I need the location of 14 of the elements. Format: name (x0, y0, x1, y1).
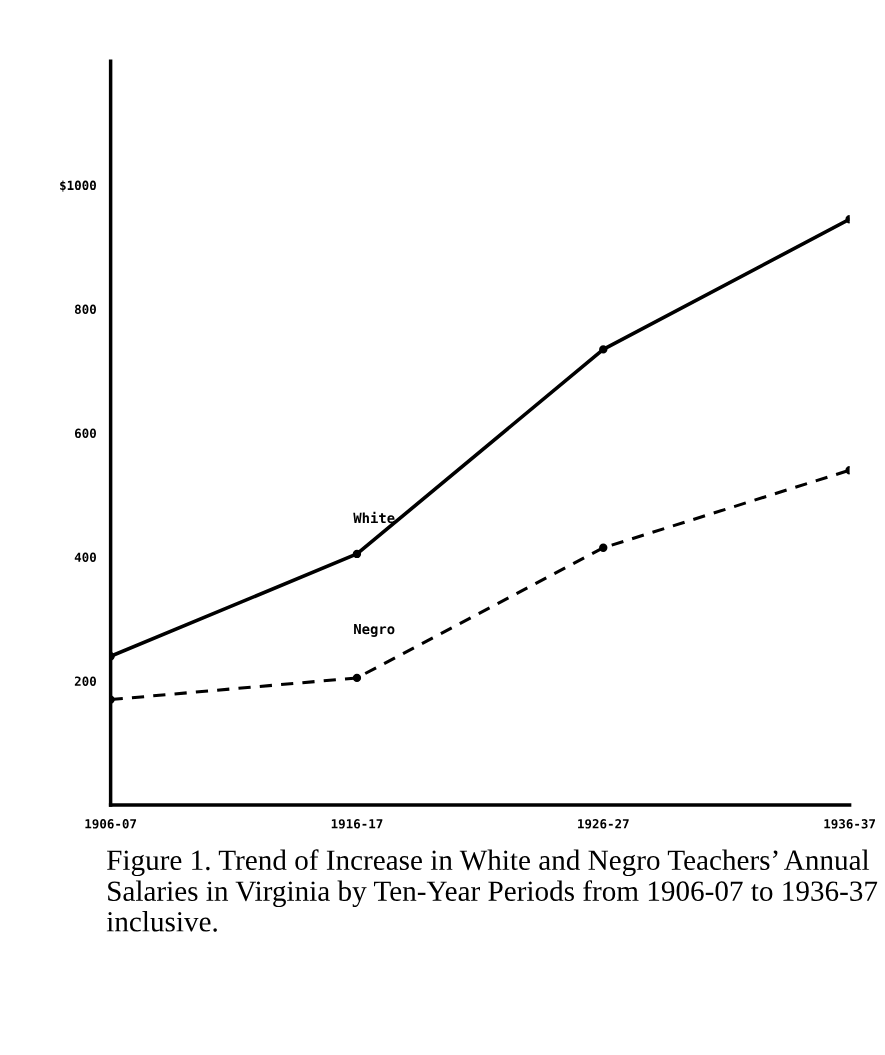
x-tick-label: 1916-17 (331, 819, 383, 829)
y-tick-label: $1000 (60, 180, 96, 192)
y-tick-label: 800 (74, 304, 96, 315)
x-tick-label: 1926-27 (578, 819, 629, 829)
x-tick-label: 1906-07 (85, 819, 137, 829)
series-label: Negro (354, 623, 395, 637)
point (599, 543, 608, 552)
y-tick-label: 600 (74, 428, 96, 439)
text: Figure 1. Trend of Increase in White and Negro Teachers’ Annual Salaries in Virginia by Ten-Year Periods from 1906-07 to 1936-37 inclusive. (106, 849, 878, 932)
point (599, 345, 608, 354)
series-label: White (353, 511, 395, 524)
x-tick-label: 1936-37 (824, 819, 875, 829)
y-tick-label: 400 (74, 552, 96, 562)
y-tick-label: 200 (74, 676, 96, 686)
